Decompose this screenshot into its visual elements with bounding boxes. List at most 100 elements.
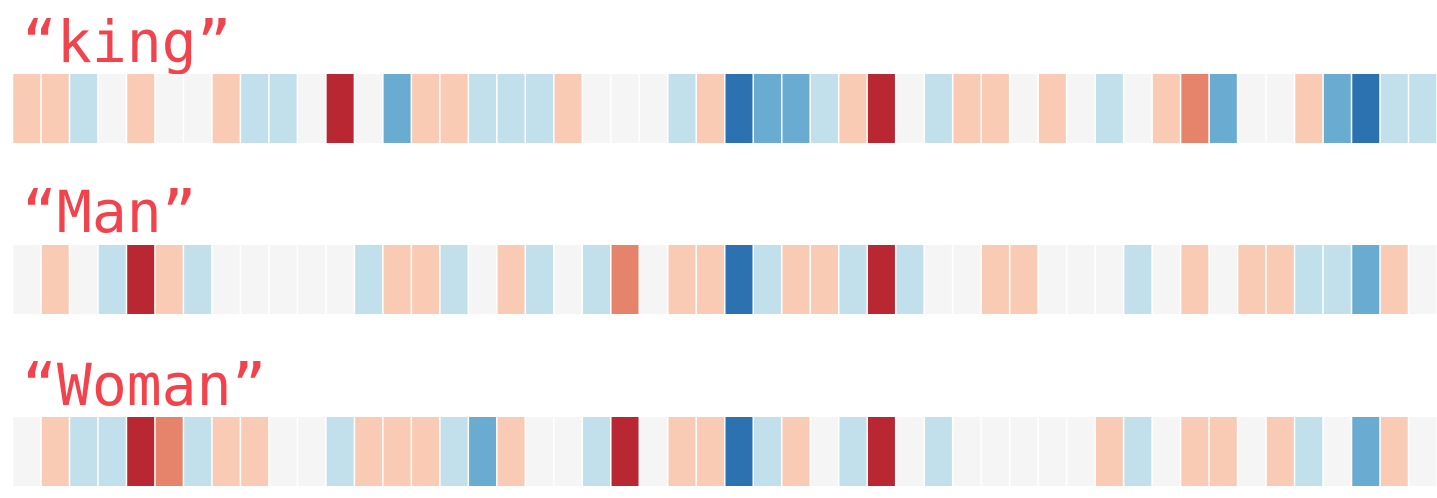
cell	[41, 74, 69, 143]
cell	[753, 74, 781, 143]
cell	[269, 74, 297, 143]
cell	[1295, 74, 1323, 143]
cell	[1010, 417, 1038, 486]
cell	[155, 74, 183, 143]
cell	[13, 245, 41, 314]
cell	[725, 245, 753, 314]
cell	[1095, 245, 1123, 314]
cell	[70, 417, 98, 486]
cell	[697, 74, 724, 143]
cell	[1152, 245, 1180, 314]
cell	[1010, 245, 1038, 314]
cell	[1124, 245, 1152, 314]
cell	[554, 417, 582, 486]
cell	[1124, 74, 1152, 143]
cell	[212, 245, 240, 314]
cell	[924, 74, 952, 143]
cell	[497, 74, 525, 143]
cell	[1409, 74, 1437, 143]
cell	[526, 245, 554, 314]
cell	[13, 74, 41, 143]
cell	[981, 74, 1009, 143]
cell	[953, 417, 981, 486]
cell	[753, 417, 781, 486]
cell	[583, 74, 611, 143]
cell	[839, 74, 867, 143]
cell	[867, 74, 895, 143]
cell	[469, 417, 497, 486]
cell	[526, 417, 554, 486]
cell	[981, 245, 1009, 314]
cell	[1352, 74, 1380, 143]
cell	[1266, 245, 1294, 314]
cell	[127, 74, 155, 143]
cell	[583, 245, 611, 314]
cell	[1095, 74, 1123, 143]
cell	[98, 417, 126, 486]
cell	[1181, 417, 1209, 486]
cell	[412, 245, 440, 314]
cell	[583, 417, 611, 486]
cell	[469, 74, 497, 143]
cell	[1010, 74, 1038, 143]
cell	[1352, 417, 1380, 486]
cell	[1095, 417, 1123, 486]
cell	[697, 417, 724, 486]
cell	[155, 417, 183, 486]
cell	[1152, 74, 1180, 143]
cell	[1038, 74, 1066, 143]
cell	[1266, 417, 1294, 486]
cell	[526, 74, 554, 143]
cell	[440, 417, 468, 486]
cell	[810, 417, 838, 486]
cell	[697, 245, 724, 314]
cell	[1124, 417, 1152, 486]
cell	[668, 74, 696, 143]
cell	[412, 74, 440, 143]
cell	[184, 245, 212, 314]
row-title: “Man”	[22, 178, 197, 246]
cell	[1038, 245, 1066, 314]
cell	[953, 74, 981, 143]
cell	[1038, 417, 1066, 486]
cell	[1323, 74, 1351, 143]
cell	[1238, 74, 1266, 143]
cell	[41, 245, 69, 314]
cell	[1238, 417, 1266, 486]
cell	[1266, 74, 1294, 143]
cell	[554, 245, 582, 314]
cell	[810, 74, 838, 143]
cell	[241, 417, 269, 486]
cell	[640, 245, 668, 314]
cell	[212, 74, 240, 143]
cell	[1409, 417, 1437, 486]
cell	[1067, 417, 1095, 486]
cell	[497, 417, 525, 486]
cell	[355, 74, 383, 143]
cell	[440, 245, 468, 314]
cell	[782, 74, 810, 143]
cell	[326, 245, 354, 314]
cell	[725, 74, 753, 143]
cell	[782, 245, 810, 314]
cell	[1152, 417, 1180, 486]
cell	[383, 74, 411, 143]
cell	[953, 245, 981, 314]
cell	[896, 245, 924, 314]
cell	[326, 74, 354, 143]
cell	[383, 417, 411, 486]
cell	[41, 417, 69, 486]
cell	[269, 245, 297, 314]
row-title: “Woman”	[22, 351, 266, 419]
cell	[241, 74, 269, 143]
cell	[611, 417, 639, 486]
cell	[1323, 245, 1351, 314]
cell	[298, 74, 326, 143]
cell	[611, 74, 639, 143]
cell	[1209, 245, 1237, 314]
row-title: “king”	[22, 8, 232, 76]
cell	[867, 245, 895, 314]
cell	[1067, 245, 1095, 314]
cell	[896, 74, 924, 143]
cell	[810, 245, 838, 314]
